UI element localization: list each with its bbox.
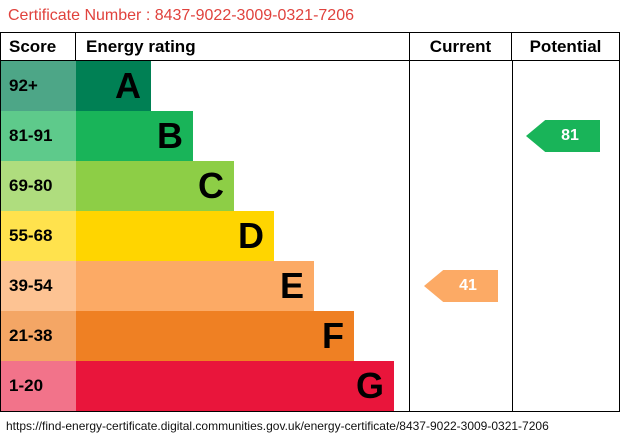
band-letter-d: D [238,215,264,256]
band-letter-b: B [157,115,183,156]
score-range-d: 55-68 [1,211,76,261]
band-bar-b: B [76,111,193,161]
band-letter-g: G [355,365,384,406]
band-bar-c: C [76,161,234,211]
band-bar-f: F [76,311,354,361]
band-bar-a: A [76,61,151,111]
band-bar-g: G [76,361,394,411]
score-range-c: 69-80 [1,161,76,211]
score-range-f: 21-38 [1,311,76,361]
score-range-b: 81-91 [1,111,76,161]
certificate-url: https://find-energy-certificate.digital.… [6,419,549,433]
potential-rating-value: 81 [561,127,579,144]
header-energy-rating: Energy rating [86,37,196,56]
band-row-b: 81-91 B [1,111,619,161]
energy-rating-chart: Score Energy rating Current Potential 92… [0,32,620,412]
score-range-e: 39-54 [1,261,76,311]
header-current: Current [409,33,511,60]
chart-body: 92+ A 81-91 B 69-80 C 55-68 [1,61,619,411]
band-letter-a: A [115,65,141,106]
band-row-a: 92+ A [1,61,619,111]
band-letter-c: C [198,165,224,206]
header-potential: Potential [511,33,619,60]
band-row-c: 69-80 C [1,161,619,211]
band-row-d: 55-68 D [1,211,619,261]
band-letter-f: F [322,315,344,356]
band-row-f: 21-38 F [1,311,619,361]
current-rating-value: 41 [459,277,477,294]
chart-header-row: Score Energy rating Current Potential [1,33,619,61]
band-letter-e: E [279,265,304,306]
score-range-a: 92+ [1,61,76,111]
band-row-g: 1-20 G [1,361,619,411]
score-range-g: 1-20 [1,361,76,411]
band-bar-e: E [76,261,314,311]
header-score: Score [1,33,76,60]
band-row-e: 39-54 E [1,261,619,311]
band-bar-d: D [76,211,274,261]
certificate-number: Certificate Number : 8437-9022-3009-0321… [8,7,354,24]
